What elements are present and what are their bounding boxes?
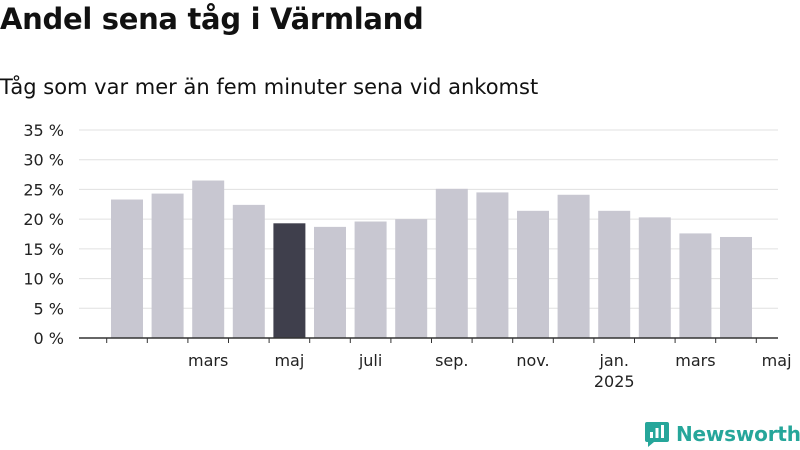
x-tick-label: maj	[274, 351, 304, 370]
y-tick-label: 10 %	[23, 270, 64, 289]
bar-2024-04	[232, 204, 265, 338]
x-tick-label: mars	[188, 351, 228, 370]
bar-2024-05	[273, 223, 306, 338]
bar-2025-01	[598, 210, 631, 338]
bar-2025-04	[720, 236, 752, 338]
bar-chart: 0 % 5 % 10 % 15 % 20 % 25 % 30 % 35 % mars maj ju…	[23, 121, 792, 391]
newsworthy-logo-text: Newsworthy	[676, 422, 800, 446]
bar-2024-02	[151, 193, 184, 338]
bars	[111, 180, 752, 338]
y-tick-label: 15 %	[23, 240, 64, 259]
bar-2024-03	[192, 180, 225, 338]
y-tick-label: 25 %	[23, 180, 64, 199]
y-tick-label: 30 %	[23, 151, 64, 170]
newsworthy-logo-icon	[645, 422, 669, 447]
bar-2024-11	[517, 210, 549, 338]
x-tick-label: sep.	[435, 351, 468, 370]
bar-2024-01	[111, 199, 143, 338]
bar-2024-07	[354, 221, 387, 338]
y-tick-label: 35 %	[23, 121, 64, 140]
x-tick-label: maj	[762, 351, 792, 370]
bar-2025-02	[638, 217, 671, 338]
grid-lines	[79, 129, 778, 309]
y-tick-label: 20 %	[23, 210, 64, 229]
x-tick-label: juli	[358, 351, 382, 370]
x-tick-label: mars	[675, 351, 715, 370]
bar-2025-03	[679, 233, 712, 338]
y-tick-label: 0 %	[34, 329, 64, 348]
bar-2024-10	[476, 192, 509, 338]
x-tick-label: jan.	[598, 351, 628, 370]
bar-2024-12	[557, 194, 590, 338]
x-axis: mars maj juli sep. nov. jan. 2025 mars maj	[79, 337, 792, 391]
bar-2024-06	[314, 226, 346, 338]
x-tick-label: nov.	[516, 351, 549, 370]
y-axis-ticks: 0 % 5 % 10 % 15 % 20 % 25 % 30 % 35 %	[23, 121, 64, 348]
chart-title: Andel sena tåg i Värmland	[0, 2, 424, 36]
chart-subtitle: Tåg som var mer än fem minuter sena vid …	[0, 75, 539, 99]
y-tick-label: 5 %	[34, 299, 64, 318]
bar-2024-08	[395, 219, 428, 338]
x-tick-sublabel: 2025	[594, 372, 635, 391]
newsworthy-logo: Newsworthy	[644, 420, 800, 448]
bar-2024-09	[435, 188, 468, 338]
